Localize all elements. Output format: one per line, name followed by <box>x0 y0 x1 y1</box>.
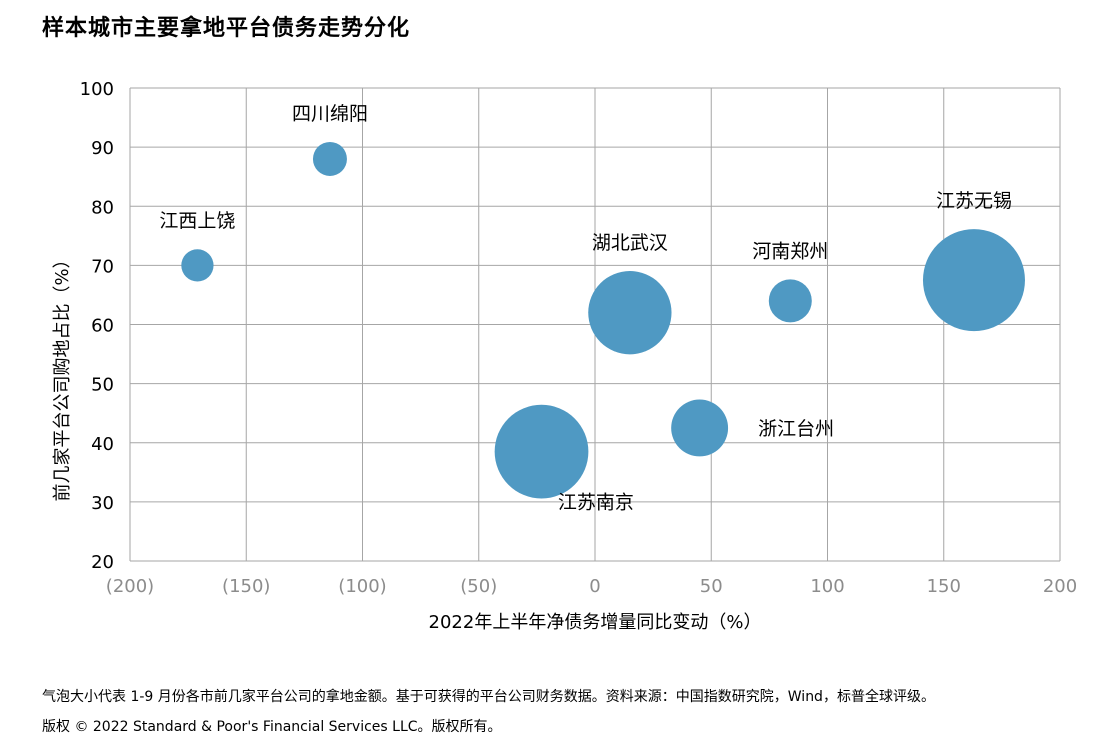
bubble-chart: 20 30 40 50 60 70 80 90 100 (200) (150) (100) (50) 0… <box>52 79 1077 633</box>
y-tick-label: 70 <box>91 256 114 277</box>
x-tick-label: (150) <box>222 576 270 597</box>
bubble <box>768 279 812 323</box>
bubble <box>671 399 729 457</box>
bubble-label: 河南郑州 <box>752 240 828 262</box>
bubble-label: 江苏无锡 <box>936 190 1012 212</box>
bubble-series <box>181 141 1025 499</box>
bubble-label: 湖北武汉 <box>592 232 668 254</box>
x-axis-ticks: (200) (150) (100) (50) 0 50 100 150 200 <box>106 576 1077 597</box>
y-tick-label: 100 <box>80 79 114 100</box>
chart-title: 样本城市主要拿地平台债务走势分化 <box>42 16 411 41</box>
y-tick-label: 60 <box>91 316 114 337</box>
bubble <box>588 271 672 355</box>
y-tick-label: 90 <box>91 138 114 159</box>
x-tick-label: (100) <box>338 576 386 597</box>
y-tick-label: 30 <box>91 493 114 514</box>
y-tick-label: 20 <box>91 552 114 573</box>
footer-copyright: 版权 © 2022 Standard & Poor's Financial Se… <box>42 719 502 735</box>
bubble <box>494 404 589 499</box>
bubble-label: 四川绵阳 <box>292 103 368 125</box>
bubble-label: 江西上饶 <box>159 210 235 232</box>
x-tick-label: 100 <box>810 576 844 597</box>
x-tick-label: (200) <box>106 576 154 597</box>
y-tick-label: 50 <box>91 375 114 396</box>
footer-note: 气泡大小代表 1-9 月份各市前几家平台公司的拿地金额。基于可获得的平台公司财务… <box>42 689 935 705</box>
bubble <box>312 141 347 176</box>
bubble <box>922 229 1025 332</box>
bubble-label: 浙江台州 <box>758 418 834 440</box>
x-tick-label: (50) <box>460 576 497 597</box>
bubble <box>181 249 214 282</box>
grid-lines <box>129 87 1061 562</box>
y-tick-label: 80 <box>91 197 114 218</box>
x-tick-label: 50 <box>700 576 723 597</box>
y-axis-label: 前几家平台公司购地占比（%） <box>52 250 73 501</box>
x-tick-label: 0 <box>589 576 600 597</box>
x-axis-label: 2022年上半年净债务增量同比变动（%） <box>429 612 762 633</box>
y-axis-ticks: 20 30 40 50 60 70 80 90 100 <box>80 79 114 573</box>
x-tick-label: 150 <box>927 576 961 597</box>
y-tick-label: 40 <box>91 434 114 455</box>
bubble-label: 江苏南京 <box>558 491 634 513</box>
x-tick-label: 200 <box>1043 576 1077 597</box>
